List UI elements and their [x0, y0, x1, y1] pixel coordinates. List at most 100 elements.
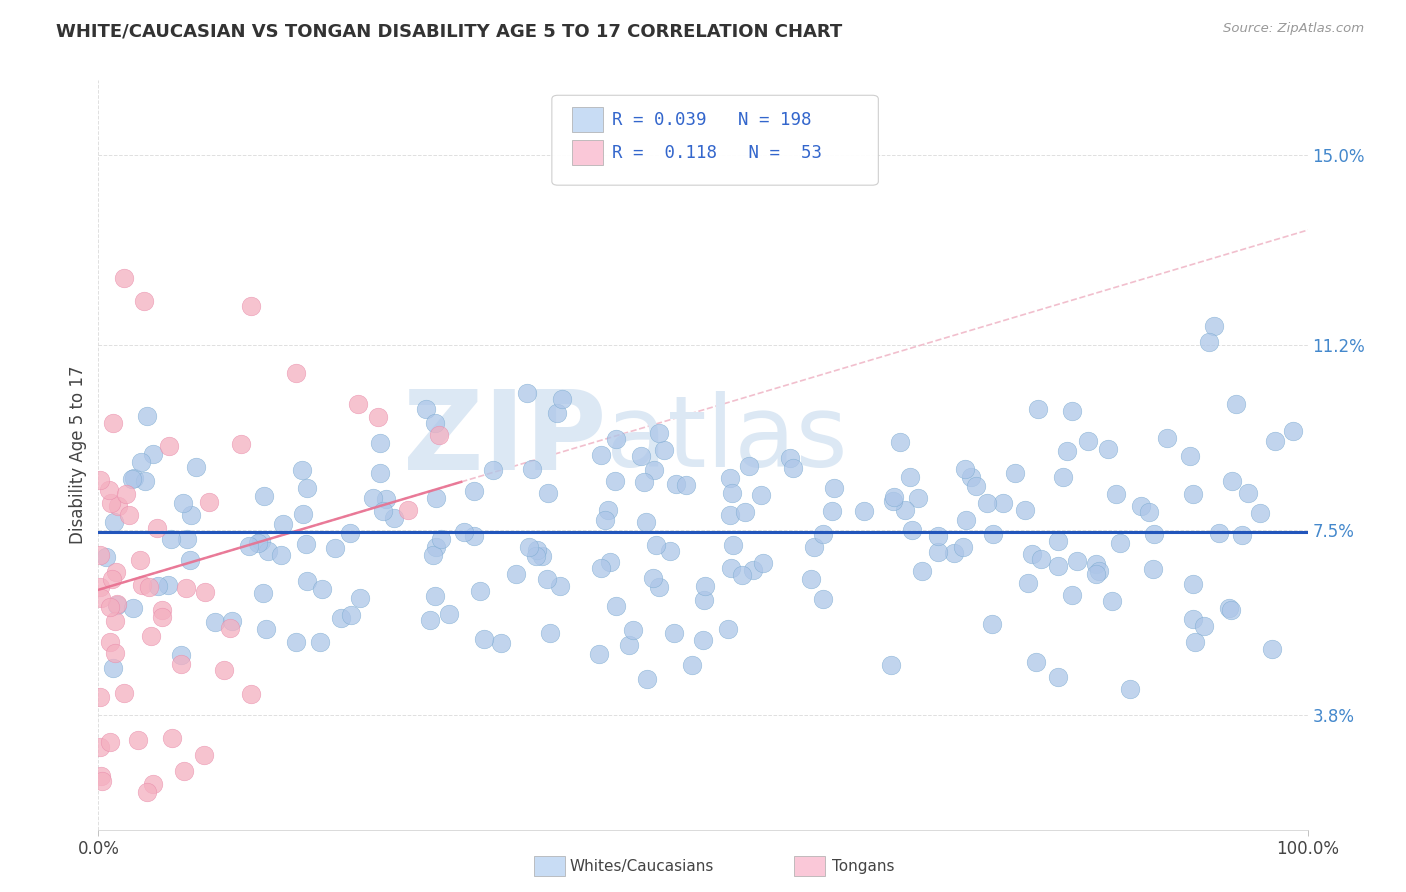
Point	[396, 503, 419, 517]
Point	[346, 397, 368, 411]
Point	[1137, 505, 1160, 519]
Point	[254, 623, 277, 637]
Point	[520, 462, 543, 476]
Point	[882, 494, 904, 508]
Point	[97, 483, 120, 497]
Point	[107, 499, 129, 513]
Point	[1084, 566, 1107, 581]
Point	[430, 532, 453, 546]
Point	[291, 463, 314, 477]
Point	[89, 473, 111, 487]
Point	[122, 600, 145, 615]
Point	[136, 409, 159, 423]
Text: atlas: atlas	[606, 392, 848, 489]
Point	[427, 428, 450, 442]
FancyBboxPatch shape	[572, 140, 603, 165]
Point	[1220, 475, 1243, 489]
Point	[179, 553, 201, 567]
Point	[692, 632, 714, 647]
Point	[1230, 528, 1253, 542]
Point	[250, 533, 273, 548]
Point	[980, 617, 1002, 632]
Point	[654, 443, 676, 458]
Point	[176, 532, 198, 546]
Point	[1181, 487, 1204, 501]
Point	[129, 553, 152, 567]
Point	[311, 582, 333, 597]
Text: R = 0.039   N = 198: R = 0.039 N = 198	[613, 111, 811, 129]
Point	[782, 461, 804, 475]
Point	[880, 658, 903, 673]
Point	[160, 731, 183, 746]
Point	[382, 511, 405, 525]
Point	[927, 529, 949, 543]
Point	[681, 657, 703, 672]
Point	[1264, 434, 1286, 448]
Point	[588, 648, 610, 662]
Point	[112, 686, 135, 700]
Point	[489, 636, 512, 650]
Point	[169, 648, 191, 662]
Point	[693, 592, 716, 607]
Point	[644, 538, 666, 552]
Point	[117, 508, 139, 522]
Point	[596, 503, 619, 517]
Point	[803, 540, 825, 554]
Point	[239, 687, 262, 701]
FancyBboxPatch shape	[572, 107, 603, 132]
Point	[1249, 506, 1271, 520]
Point	[323, 541, 346, 555]
Point	[425, 491, 447, 505]
Point	[981, 526, 1004, 541]
Point	[662, 626, 685, 640]
Point	[101, 661, 124, 675]
Point	[219, 621, 242, 635]
Point	[146, 579, 169, 593]
Point	[593, 513, 616, 527]
Point	[717, 622, 740, 636]
Text: Tongans: Tongans	[832, 859, 894, 873]
Y-axis label: Disability Age 5 to 17: Disability Age 5 to 17	[69, 366, 87, 544]
Point	[90, 773, 112, 788]
Point	[295, 481, 318, 495]
Point	[1156, 431, 1178, 445]
Point	[439, 607, 461, 621]
Point	[1060, 404, 1083, 418]
Point	[648, 426, 671, 441]
Point	[907, 491, 929, 505]
Point	[721, 486, 744, 500]
Point	[238, 539, 260, 553]
Point	[551, 392, 574, 406]
Point	[738, 458, 761, 473]
Point	[952, 540, 974, 554]
Point	[121, 472, 143, 486]
Point	[98, 600, 121, 615]
Point	[349, 591, 371, 605]
Text: Source: ZipAtlas.com: Source: ZipAtlas.com	[1223, 22, 1364, 36]
Point	[193, 584, 215, 599]
Point	[112, 271, 135, 285]
Point	[955, 513, 977, 527]
Point	[883, 490, 905, 504]
Point	[1178, 449, 1201, 463]
Point	[105, 598, 128, 612]
Point	[285, 366, 308, 380]
Point	[139, 628, 162, 642]
Point	[145, 520, 167, 534]
Point	[115, 487, 138, 501]
Point	[813, 591, 835, 606]
Point	[472, 632, 495, 646]
Point	[505, 567, 527, 582]
Point	[470, 583, 492, 598]
Point	[1004, 466, 1026, 480]
Point	[741, 563, 763, 577]
Point	[285, 635, 308, 649]
Point	[340, 608, 363, 623]
Point	[1218, 601, 1240, 615]
Point	[901, 523, 924, 537]
Point	[734, 505, 756, 519]
Point	[605, 432, 627, 446]
Point	[297, 574, 319, 588]
Point	[131, 577, 153, 591]
Point	[1142, 561, 1164, 575]
